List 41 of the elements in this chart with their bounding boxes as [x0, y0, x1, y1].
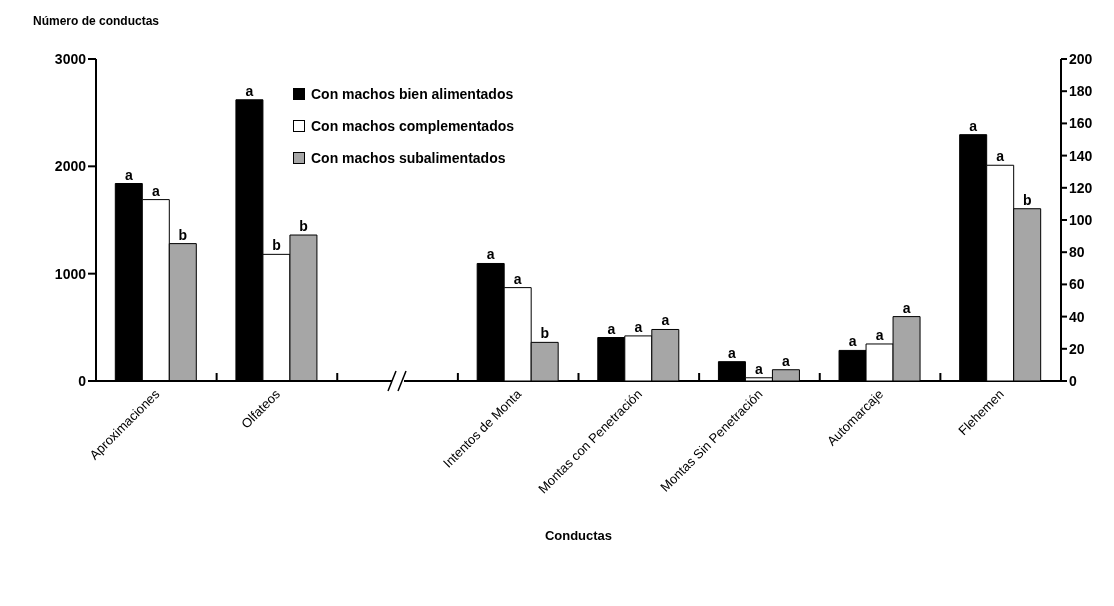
- y2-tick-label: 60: [1069, 276, 1085, 293]
- data-label: a: [513, 270, 522, 287]
- x-axis-title: Conductas: [543, 528, 614, 543]
- data-label: a: [124, 166, 133, 183]
- data-label: a: [782, 352, 791, 369]
- y2-tick-label: 20: [1069, 340, 1085, 357]
- data-label: b: [299, 218, 308, 235]
- y2-tick-label: 140: [1069, 147, 1093, 164]
- data-label: a: [634, 318, 643, 335]
- data-label: a: [151, 182, 160, 199]
- legend-label: Con machos subalimentados: [311, 150, 506, 166]
- legend-label: Con machos bien alimentados: [311, 86, 514, 102]
- data-label: a: [607, 320, 616, 337]
- y2-tick-label: 180: [1069, 83, 1093, 100]
- data-label: a: [661, 312, 670, 329]
- y2-tick-label: 80: [1069, 244, 1085, 261]
- data-label: a: [848, 333, 857, 350]
- y-tick-label: 3000: [54, 50, 87, 67]
- y-tick-label: 1000: [54, 265, 87, 282]
- y2-tick-label: 160: [1069, 115, 1093, 132]
- y2-tick-label: 200: [1069, 50, 1093, 67]
- data-label: a: [969, 117, 978, 134]
- y-tick-label: 2000: [54, 158, 87, 175]
- data-label: a: [875, 326, 884, 343]
- data-label: b: [1022, 191, 1032, 208]
- data-label: a: [486, 246, 495, 263]
- data-label: a: [755, 360, 764, 377]
- y2-tick-label: 100: [1069, 211, 1093, 228]
- data-label: a: [902, 299, 911, 316]
- legend-label: Con machos complementados: [311, 118, 515, 134]
- data-label: b: [178, 226, 188, 243]
- data-label: a: [728, 344, 737, 361]
- data-label: a: [245, 82, 254, 99]
- data-label: b: [272, 237, 281, 254]
- y2-tick-label: 0: [1069, 372, 1077, 389]
- y-tick-label: 0: [78, 372, 87, 389]
- y-axis-title: Número de conductas: [33, 14, 160, 28]
- data-label: a: [996, 148, 1005, 165]
- data-label: b: [540, 325, 549, 342]
- y2-tick-label: 40: [1069, 308, 1085, 325]
- y2-tick-label: 120: [1069, 179, 1093, 196]
